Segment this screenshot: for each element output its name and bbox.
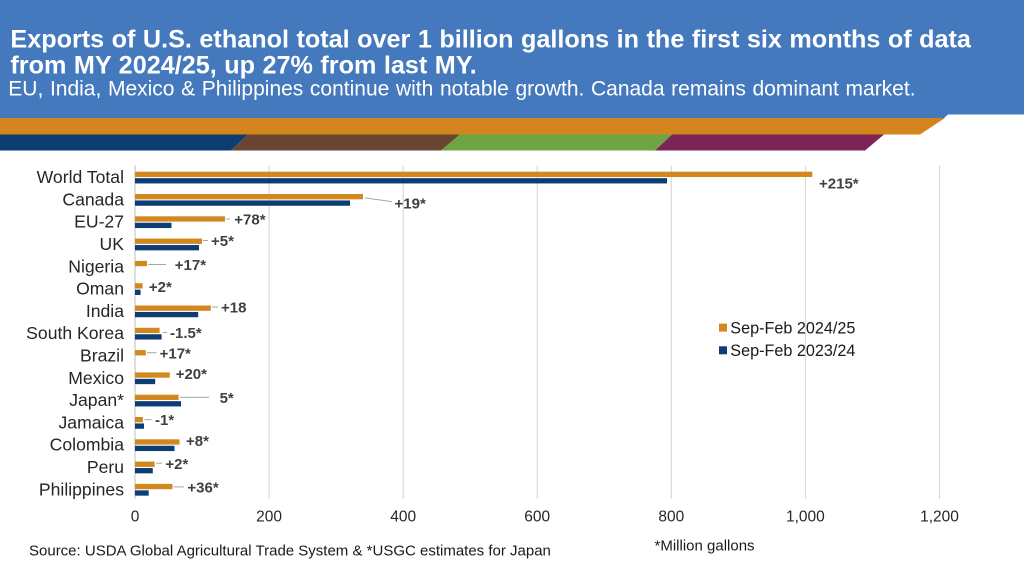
svg-text:+36*: +36* — [187, 480, 218, 497]
svg-text:Exports of U.S. ethanol total: Exports of U.S. ethanol total over 1 bil… — [10, 25, 972, 53]
svg-text:South Korea: South Korea — [26, 323, 124, 343]
svg-text:+17*: +17* — [160, 345, 191, 362]
svg-text:Nigeria: Nigeria — [68, 256, 124, 276]
svg-text:800: 800 — [658, 509, 684, 526]
svg-text:0: 0 — [131, 509, 140, 526]
svg-text:Colombia: Colombia — [50, 435, 125, 455]
svg-text:*Million gallons: *Million gallons — [655, 537, 755, 554]
svg-text:+5*: +5* — [211, 233, 234, 250]
svg-text:-1.5*: -1.5* — [170, 325, 202, 342]
svg-text:Jamaica: Jamaica — [58, 412, 124, 432]
svg-text:Sep-Feb 2024/25: Sep-Feb 2024/25 — [730, 319, 855, 337]
svg-text:Brazil: Brazil — [80, 346, 124, 366]
svg-text:World Total: World Total — [37, 167, 124, 187]
svg-text:Philippines: Philippines — [39, 479, 124, 499]
svg-text:+215*: +215* — [819, 176, 859, 193]
svg-text:EU, India, Mexico & Philippine: EU, India, Mexico & Philippines continue… — [8, 78, 915, 101]
svg-text:UK: UK — [100, 234, 125, 254]
svg-text:-1*: -1* — [155, 412, 174, 429]
svg-text:200: 200 — [256, 509, 282, 526]
svg-text:Japan*: Japan* — [69, 390, 124, 410]
svg-text:+20*: +20* — [176, 366, 207, 383]
svg-text:+19*: +19* — [395, 196, 426, 213]
svg-text:+18: +18 — [221, 300, 246, 317]
svg-text:400: 400 — [390, 509, 416, 526]
svg-text:+78*: +78* — [234, 212, 265, 229]
svg-text:+8*: +8* — [186, 433, 209, 450]
svg-text:Peru: Peru — [87, 457, 124, 477]
svg-text:EU-27: EU-27 — [74, 212, 124, 232]
svg-text:from MY 2024/25, up 27% from l: from MY 2024/25, up 27% from last MY. — [10, 51, 476, 79]
svg-text:1,200: 1,200 — [920, 509, 959, 526]
svg-text:Oman: Oman — [76, 279, 124, 299]
svg-text:Sep-Feb 2023/24: Sep-Feb 2023/24 — [730, 342, 855, 360]
svg-text:+17*: +17* — [175, 257, 206, 274]
svg-text:600: 600 — [524, 509, 550, 526]
svg-text:5*: 5* — [220, 390, 234, 407]
svg-text:+2*: +2* — [165, 456, 188, 473]
svg-text:+2*: +2* — [149, 279, 172, 296]
svg-text:Mexico: Mexico — [68, 368, 124, 388]
svg-text:1,000: 1,000 — [786, 509, 825, 526]
svg-text:Source: USDA Global Agricultur: Source: USDA Global Agricultural Trade S… — [29, 543, 551, 560]
svg-text:India: India — [86, 301, 124, 321]
svg-text:Canada: Canada — [62, 189, 124, 209]
